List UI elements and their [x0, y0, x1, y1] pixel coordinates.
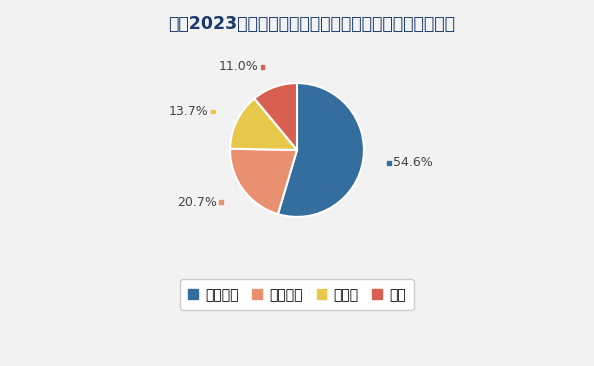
Wedge shape	[254, 83, 297, 150]
Legend: 天赐材料, 时代思康, 多氟多, 其他: 天赐材料, 时代思康, 多氟多, 其他	[180, 279, 414, 310]
Bar	[211, 110, 215, 113]
Text: 54.6%: 54.6%	[393, 156, 433, 169]
Text: 11.0%: 11.0%	[218, 60, 258, 73]
Wedge shape	[230, 98, 297, 150]
Bar	[387, 161, 391, 165]
Bar	[261, 65, 264, 69]
Text: 13.7%: 13.7%	[169, 105, 208, 118]
Text: 截至2023年底我国主要双氟磺酰亚胺锂企业产能占比情况: 截至2023年底我国主要双氟磺酰亚胺锂企业产能占比情况	[169, 15, 456, 33]
Text: 20.7%: 20.7%	[177, 196, 217, 209]
Bar	[219, 200, 223, 204]
Wedge shape	[278, 83, 364, 217]
Wedge shape	[230, 149, 297, 214]
